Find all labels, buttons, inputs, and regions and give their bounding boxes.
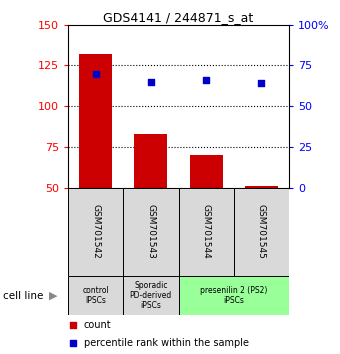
- Text: cell line: cell line: [3, 291, 44, 301]
- FancyBboxPatch shape: [68, 276, 123, 315]
- Text: count: count: [84, 320, 112, 330]
- FancyBboxPatch shape: [123, 276, 178, 315]
- FancyBboxPatch shape: [68, 188, 123, 276]
- Point: [71, 322, 76, 328]
- Text: control
IPSCs: control IPSCs: [82, 286, 109, 305]
- Text: percentile rank within the sample: percentile rank within the sample: [84, 338, 249, 348]
- Bar: [190, 155, 223, 188]
- Text: GSM701542: GSM701542: [91, 205, 100, 259]
- Point: [148, 79, 154, 85]
- Point: [71, 341, 76, 346]
- Text: ▶: ▶: [49, 291, 58, 301]
- Title: GDS4141 / 244871_s_at: GDS4141 / 244871_s_at: [103, 11, 254, 24]
- Bar: [79, 54, 112, 188]
- FancyBboxPatch shape: [178, 188, 234, 276]
- Text: GSM701543: GSM701543: [147, 204, 155, 259]
- Text: Sporadic
PD-derived
iPSCs: Sporadic PD-derived iPSCs: [130, 281, 172, 310]
- Point: [93, 71, 98, 76]
- Text: GSM701544: GSM701544: [202, 205, 210, 259]
- FancyBboxPatch shape: [178, 276, 289, 315]
- Bar: [134, 134, 168, 188]
- Text: presenilin 2 (PS2)
iPSCs: presenilin 2 (PS2) iPSCs: [200, 286, 268, 305]
- FancyBboxPatch shape: [123, 188, 178, 276]
- Text: GSM701545: GSM701545: [257, 204, 266, 259]
- Bar: [245, 186, 278, 188]
- Point: [203, 77, 209, 83]
- FancyBboxPatch shape: [234, 188, 289, 276]
- Point: [259, 81, 264, 86]
